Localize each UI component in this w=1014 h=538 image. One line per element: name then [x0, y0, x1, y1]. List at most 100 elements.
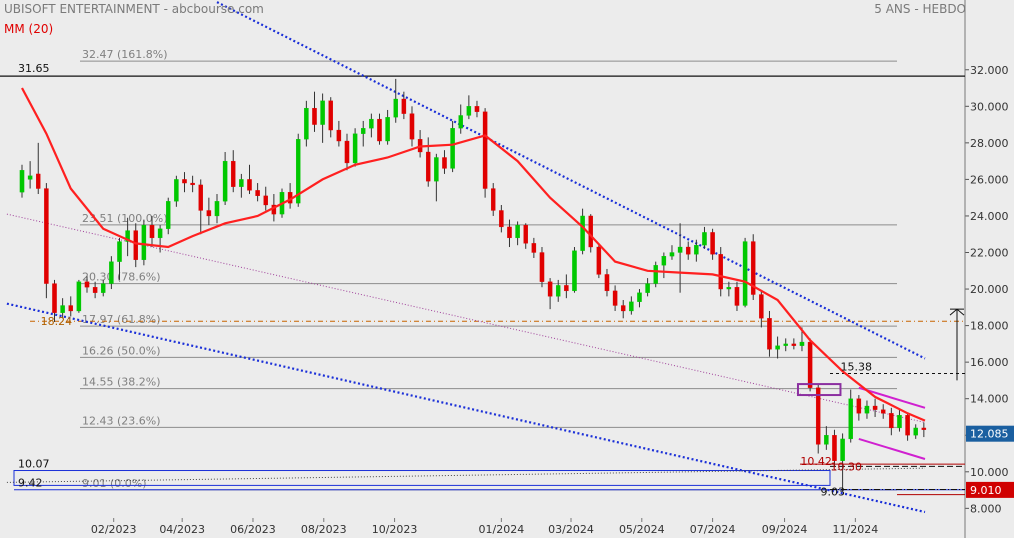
candle-body: [759, 294, 764, 319]
last-price-label: 12.085: [970, 428, 1009, 441]
candle-body: [182, 179, 187, 184]
annotation-label: 15.38: [840, 360, 872, 373]
trendline-magenta: [858, 386, 926, 409]
fibonacci-label: 16.26 (50.0%): [82, 344, 161, 357]
x-tick-label: 11/2024: [833, 523, 879, 536]
candle-body: [499, 210, 504, 228]
candle-body: [198, 184, 203, 211]
candle-body: [312, 107, 317, 125]
trendline-magenta: [858, 437, 926, 460]
candle-body: [685, 246, 691, 255]
annotation-label: 10.30: [830, 460, 862, 473]
candle-body: [580, 215, 585, 251]
candle-body: [84, 281, 90, 288]
candle-body: [133, 230, 138, 260]
candle-body: [336, 129, 342, 142]
candle-body: [783, 343, 788, 346]
x-tick-label: 02/2023: [91, 523, 137, 536]
candle-body: [531, 243, 537, 253]
candle-body: [385, 117, 390, 142]
candle-body: [320, 100, 325, 125]
x-tick-label: 06/2023: [230, 523, 276, 536]
candle-body: [174, 179, 179, 202]
indicator-legend: MM (20): [4, 22, 54, 36]
x-tick-label: 09/2024: [762, 523, 808, 536]
candle-body: [409, 113, 415, 140]
candle-body: [539, 252, 545, 282]
marker-price-label: 9.010: [970, 484, 1002, 497]
fibonacci-label: 9.01 (0.0%): [82, 477, 147, 490]
candle-body: [872, 405, 878, 410]
candle-body: [824, 435, 829, 445]
y-tick-label: 30.000: [970, 100, 1009, 113]
candle-body: [190, 182, 195, 186]
marker-price-badge: [966, 481, 1014, 498]
candle-body: [840, 438, 845, 461]
y-tick-label: 32.000: [970, 64, 1009, 77]
candle-body: [572, 250, 577, 292]
candle-body: [76, 281, 82, 312]
y-tick-label: 18.000: [970, 320, 1009, 333]
candle-body: [206, 210, 212, 217]
candle-body: [60, 305, 65, 313]
candle-body: [515, 224, 520, 239]
candle-body: [482, 111, 488, 189]
x-tick-label: 03/2024: [548, 523, 594, 536]
candle-body: [450, 128, 455, 169]
y-tick-label: 26.000: [970, 173, 1009, 186]
candle-body: [799, 341, 805, 346]
x-tick-label: 08/2023: [301, 523, 347, 536]
candle-body: [750, 241, 756, 295]
candle-body: [596, 246, 602, 275]
candle-body: [369, 118, 374, 129]
annotation-label: 9.03: [820, 486, 845, 499]
candle-body: [295, 139, 301, 204]
candle-body: [401, 98, 407, 114]
fibonacci-label: 23.51 (100.0%): [82, 212, 168, 225]
candle-body: [547, 281, 553, 297]
candle-body: [507, 226, 512, 239]
measure-arrow: [949, 308, 965, 316]
candle-body: [702, 232, 707, 246]
candle-body: [718, 254, 723, 290]
candle-body: [645, 283, 650, 293]
candle-body: [458, 115, 463, 129]
candle-body: [864, 405, 870, 414]
chart-title: UBISOFT ENTERTAINMENT - abcbourse.com: [4, 2, 264, 16]
candle-body: [425, 151, 431, 182]
y-tick-label: 22.000: [970, 247, 1009, 260]
y-tick-label: 20.000: [970, 283, 1009, 296]
y-tick-label: 16.000: [970, 356, 1009, 369]
y-tick-label: 8.000: [970, 502, 1002, 515]
candle-body: [109, 261, 114, 284]
y-tick-label: 14.000: [970, 393, 1009, 406]
moving-average-line: [21, 87, 926, 422]
candle-body: [214, 201, 220, 217]
candle-body: [52, 283, 57, 313]
fibonacci-label: 12.43 (23.6%): [82, 414, 161, 427]
candle-body: [44, 188, 49, 284]
candle-body: [27, 175, 33, 180]
candle-body: [222, 160, 228, 202]
candle-body: [588, 215, 593, 248]
candle-body: [466, 106, 472, 116]
candle-body: [434, 157, 439, 182]
x-tick-label: 10/2023: [372, 523, 418, 536]
candle-body: [304, 107, 309, 140]
candle-body: [157, 228, 163, 239]
candle-body: [442, 157, 447, 169]
candle-body: [68, 305, 73, 312]
candle-body: [815, 387, 821, 445]
candle-body: [734, 287, 740, 306]
candle-body: [35, 173, 41, 189]
candle-body: [775, 345, 780, 350]
candle-body: [889, 413, 894, 429]
candle-body: [791, 343, 797, 346]
candle-body: [880, 409, 886, 414]
fibonacci-label: 14.55 (38.2%): [82, 376, 161, 389]
level-label: 31.65: [18, 62, 50, 75]
candle-body: [832, 435, 837, 461]
candle-body: [905, 414, 910, 436]
